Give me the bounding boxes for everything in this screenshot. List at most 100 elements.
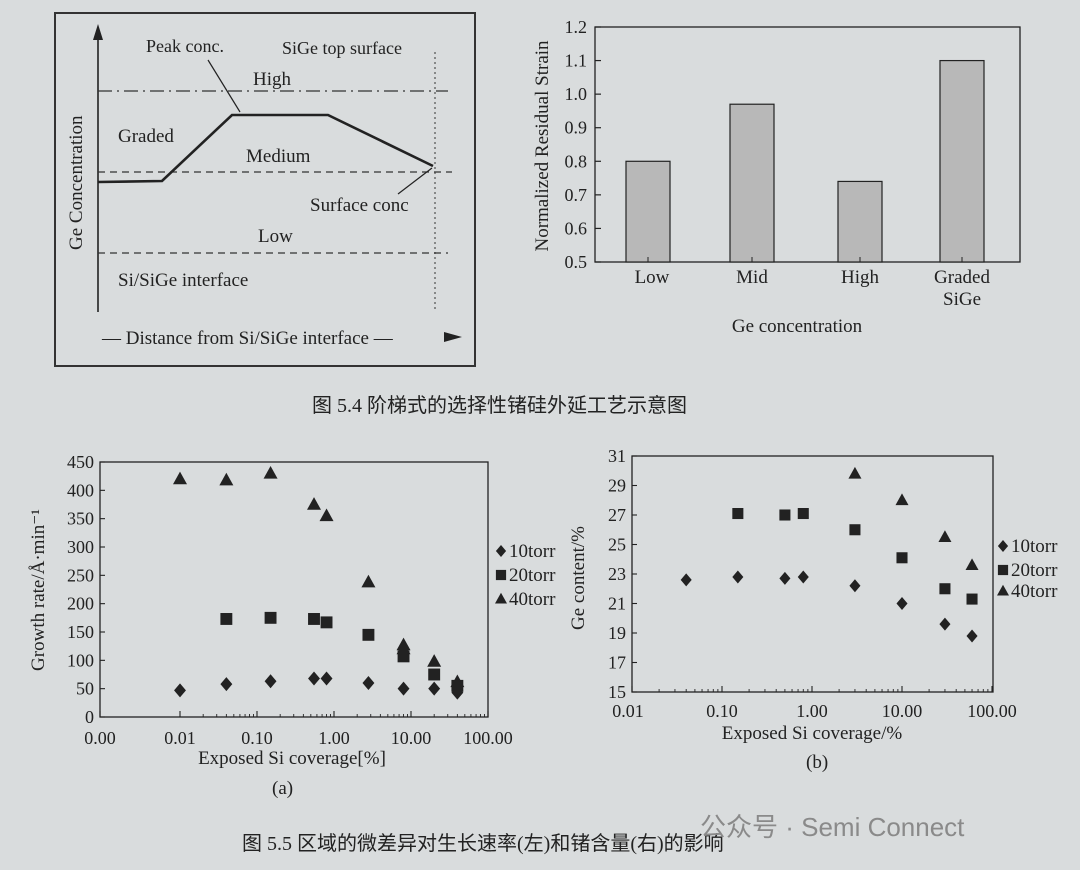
strain-y-tick-label: 1.2 [565,17,588,37]
ge-x-tick-label: 1.00 [796,701,828,721]
growth-x-tick-label: 10.00 [391,728,432,748]
growth-point-40torr [219,472,234,486]
strain-bar [837,180,883,263]
ge-x-tick-label: 0.01 [612,701,644,721]
growth-x-tick-label: 100.00 [463,728,513,748]
ge-legend-label: 40torr [1011,581,1058,602]
schematic-x-arrowhead [444,332,462,342]
ge-point-10torr [732,570,744,584]
strain-y-tick-label: 1.0 [565,84,588,104]
peak-label: Peak conc. [146,36,224,56]
growth-legend-marker-10torr [495,545,507,557]
ge-y-tick-label: 15 [608,682,626,702]
interface-label: Si/SiGe interface [118,270,248,291]
growth-point-20torr [220,613,233,625]
fig55-caption: 图 5.5 区域的微差异对生长速率(左)和锗含量(右)的影响 [242,832,724,855]
growth-point-40torr [450,674,465,688]
growth-y-tick-label: 150 [67,622,94,642]
ge-y-tick-label: 23 [608,564,626,584]
growth-point-40torr [396,641,411,655]
ge-profile-schematic: Peak conc. SiGe top surface High Graded … [54,12,476,367]
peak-pointer [207,59,241,113]
fig55-sublabel-a: (a) [272,778,293,799]
growth-point-10torr [320,671,333,686]
surface-pointer [397,167,433,195]
growth-point-10torr [174,683,186,698]
ge-point-10torr [966,629,978,643]
strain-y-tick-label: 0.7 [565,185,588,205]
growth-legend-label: 20torr [509,565,556,586]
ge-point-20torr [732,508,744,520]
strain-y-tick-label: 0.8 [565,151,588,171]
growth-point-40torr [427,654,442,667]
ge-point-40torr [938,530,952,542]
ge-y-axis-title: Ge content/% [568,526,589,630]
ge-y-tick-label: 29 [608,476,626,496]
watermark: 公众号 · Semi Connect [700,812,965,842]
strain-x-tick-label: SiGe [943,289,981,310]
ge-point-40torr [965,558,979,571]
ge-y-tick-label: 25 [608,535,626,555]
ge-point-10torr [939,617,951,631]
ge-x-axis-title: Exposed Si coverage/% [722,723,903,744]
growth-point-10torr [308,671,320,686]
growth-legend-label: 10torr [509,541,556,562]
strain-y-tick-label: 0.5 [565,252,588,272]
ge-x-tick-label: 100.00 [967,701,1017,721]
growth-y-tick-label: 0 [85,707,94,727]
ge-legend-marker-20torr [997,564,1009,576]
strain-y-tick-label: 1.1 [565,51,588,71]
growth-y-tick-label: 450 [67,452,94,472]
schematic-y-arrowhead [93,24,103,40]
residual-strain-bar-chart: 0.5 0.6 0.7 0.8 0.9 1.0 1.1 1.2 Low Mid High Graded… [532,17,1021,337]
growth-y-tick-label: 350 [67,509,94,529]
strain-y-axis-title: Normalized Residual Strain [532,40,553,252]
ge-y-tick-label: 31 [608,446,626,466]
growth-x-tick-label: 1.00 [318,728,350,748]
ge-point-20torr [966,593,978,605]
growth-x-tick-label: 0.10 [241,728,273,748]
ge-x-tick-label: 10.00 [882,701,923,721]
surface-conc-label: Surface conc [310,195,409,216]
schematic-frame [54,12,476,367]
strain-bar [729,103,775,263]
growth-point-10torr [264,674,277,689]
growth-point-40torr [361,574,376,588]
ge-y-tick-label: 17 [608,653,626,673]
medium-label: Medium [246,146,311,167]
ge-point-40torr [895,493,909,506]
high-label: High [253,69,292,90]
ge-point-10torr [797,570,809,584]
strain-bar [625,160,671,263]
ge-point-20torr [849,524,861,536]
ge-point-20torr [939,583,951,595]
growth-point-10torr [220,677,233,692]
ge-point-20torr [779,509,791,521]
growth-y-tick-label: 250 [67,565,94,585]
growth-legend-marker-40torr [495,592,507,604]
ge-legend-label: 20torr [1011,560,1058,581]
growth-point-40torr [173,471,187,485]
schematic-y-label: Ge Concentration [66,115,87,250]
growth-point-20torr [397,650,410,663]
ge-point-40torr [848,466,862,479]
strain-bar [939,59,985,263]
growth-point-20torr [428,668,441,681]
ge-point-10torr [680,573,692,587]
ge-profile-curve [97,113,434,184]
ge-legend-label: 10torr [1011,536,1058,557]
growth-legend-label: 40torr [509,589,556,610]
ge-point-10torr [896,597,908,610]
fig54-caption: 图 5.4 阶梯式的选择性锗硅外延工艺示意图 [312,394,687,417]
growth-y-tick-label: 50 [76,679,94,699]
strain-x-tick-label: Mid [736,267,768,288]
growth-y-tick-label: 400 [67,480,94,500]
ge-legend-marker-40torr [997,584,1009,596]
ge-x-tick-label: 0.10 [706,701,738,721]
low-label: Low [258,226,293,247]
growth-legend-marker-20torr [495,569,507,581]
strain-plot-frame [594,26,1021,263]
ge-point-10torr [849,579,861,593]
